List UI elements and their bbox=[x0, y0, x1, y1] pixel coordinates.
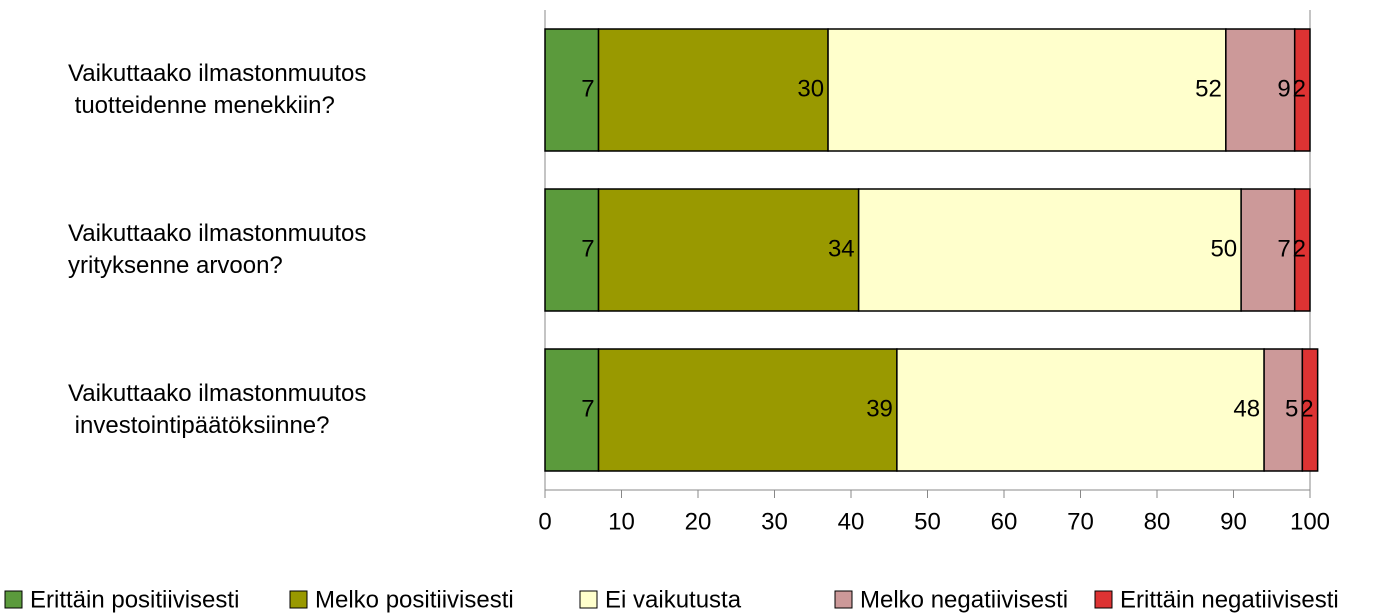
x-tick-label: 30 bbox=[761, 508, 788, 535]
category-label: Vaikuttaako ilmastonmuutos tuotteidenne … bbox=[68, 60, 367, 119]
x-tick-label: 80 bbox=[1144, 508, 1171, 535]
bar-segment bbox=[597, 348, 898, 472]
bar-segment bbox=[1240, 188, 1296, 312]
data-label: 7 bbox=[581, 75, 594, 102]
bar-segment bbox=[544, 188, 600, 312]
legend-label: Melko positiivisesti bbox=[315, 586, 514, 613]
data-label: 50 bbox=[1210, 235, 1237, 262]
data-label: 30 bbox=[797, 75, 824, 102]
data-label: 9 bbox=[1277, 75, 1290, 102]
bar-segment bbox=[597, 28, 829, 152]
x-tick-label: 0 bbox=[538, 508, 551, 535]
x-tick-label: 10 bbox=[608, 508, 635, 535]
legend-swatch bbox=[579, 590, 598, 609]
data-label: 7 bbox=[581, 395, 594, 422]
data-label: 2 bbox=[1293, 75, 1306, 102]
legend-swatch bbox=[834, 590, 853, 609]
legend-label: Ei vaikutusta bbox=[605, 586, 742, 613]
category-label: Vaikuttaako ilmastonmuutos investointipä… bbox=[68, 380, 367, 439]
x-tick-label: 50 bbox=[914, 508, 941, 535]
data-label: 34 bbox=[828, 235, 855, 262]
bar-segment bbox=[857, 188, 1242, 312]
data-label: 2 bbox=[1293, 235, 1306, 262]
legend-label: Erittäin positiivisesti bbox=[30, 586, 239, 613]
legend-swatch bbox=[1094, 590, 1113, 609]
bar-segment bbox=[544, 28, 600, 152]
data-label: 7 bbox=[1277, 235, 1290, 262]
bar-segment bbox=[1225, 28, 1296, 152]
legend-label: Melko negatiivisesti bbox=[860, 586, 1068, 613]
legend-swatch bbox=[289, 590, 308, 609]
bar-segment bbox=[896, 348, 1265, 472]
x-tick-label: 70 bbox=[1067, 508, 1094, 535]
legend-swatch bbox=[4, 590, 23, 609]
x-tick-label: 90 bbox=[1220, 508, 1247, 535]
data-label: 2 bbox=[1300, 395, 1313, 422]
data-label: 48 bbox=[1233, 395, 1260, 422]
bar-segment bbox=[1301, 348, 1319, 472]
x-tick-label: 20 bbox=[685, 508, 712, 535]
x-tick-label: 60 bbox=[991, 508, 1018, 535]
data-label: 39 bbox=[866, 395, 893, 422]
bar-segment bbox=[1293, 188, 1311, 312]
x-tick-label: 40 bbox=[838, 508, 865, 535]
x-tick-label: 100 bbox=[1290, 508, 1330, 535]
bar-segment bbox=[827, 28, 1227, 152]
bar-segment bbox=[597, 188, 860, 312]
category-label: Vaikuttaako ilmastonmuutos yrityksenne a… bbox=[68, 220, 367, 279]
data-label: 52 bbox=[1195, 75, 1222, 102]
bar-segment bbox=[1293, 28, 1311, 152]
data-label: 5 bbox=[1285, 395, 1298, 422]
legend-label: Erittäin negatiivisesti bbox=[1120, 586, 1339, 613]
data-label: 7 bbox=[581, 235, 594, 262]
